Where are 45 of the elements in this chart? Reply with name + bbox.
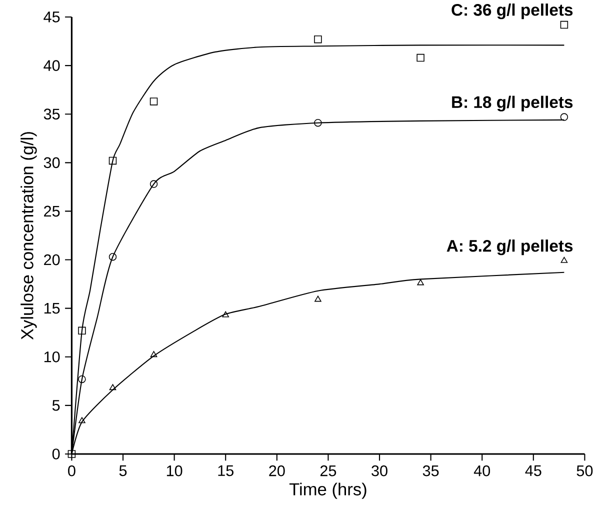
y-tick-label: 5 bbox=[52, 400, 60, 411]
series-label: B: 18 g/l pellets bbox=[452, 96, 573, 112]
y-tick-label: 45 bbox=[44, 12, 60, 22]
point bbox=[78, 417, 86, 424]
point bbox=[109, 384, 116, 390]
y-tick-label: 35 bbox=[44, 108, 60, 120]
x-tick-label: 40 bbox=[474, 465, 490, 476]
y-tick-label: 15 bbox=[44, 302, 60, 314]
point bbox=[560, 20, 568, 29]
point bbox=[417, 279, 424, 286]
x-tick-label: 50 bbox=[576, 465, 593, 476]
x-tick-label: 5 bbox=[119, 465, 127, 476]
x-tick-label: 35 bbox=[422, 465, 439, 476]
point bbox=[314, 35, 322, 44]
y-tick-label: 40 bbox=[44, 60, 60, 71]
y-tick-label: 0 bbox=[52, 448, 60, 460]
point bbox=[150, 180, 158, 188]
point bbox=[560, 256, 568, 263]
point bbox=[222, 311, 230, 318]
x-tick-label: 20 bbox=[269, 465, 285, 476]
point bbox=[150, 351, 158, 358]
y-axis-title: Xylulose concentration (g/l) bbox=[20, 132, 37, 340]
y-tick-label: 20 bbox=[44, 254, 60, 266]
series-label: C: 36 g/l pellets bbox=[452, 4, 573, 20]
x-tick-label: 25 bbox=[320, 465, 336, 476]
point bbox=[416, 54, 424, 62]
point bbox=[314, 296, 322, 302]
x-axis-title: Time (hrs) bbox=[289, 482, 366, 499]
x-tick-label: 45 bbox=[525, 465, 542, 476]
x-tick-label: 15 bbox=[218, 465, 234, 476]
point bbox=[560, 113, 568, 121]
point bbox=[108, 156, 117, 165]
point bbox=[78, 375, 86, 384]
point bbox=[314, 118, 322, 127]
point bbox=[150, 98, 158, 106]
x-tick-label: 10 bbox=[166, 465, 182, 476]
y-tick-label: 25 bbox=[44, 206, 60, 217]
y-tick-label: 10 bbox=[44, 351, 60, 362]
point bbox=[68, 450, 76, 458]
series-label: A: 5.2 g/l pellets bbox=[446, 240, 573, 256]
x-tick-label: 0 bbox=[68, 465, 76, 476]
point bbox=[108, 253, 117, 261]
point bbox=[78, 326, 86, 335]
y-tick-label: 30 bbox=[44, 157, 60, 168]
x-tick-label: 30 bbox=[372, 465, 388, 476]
